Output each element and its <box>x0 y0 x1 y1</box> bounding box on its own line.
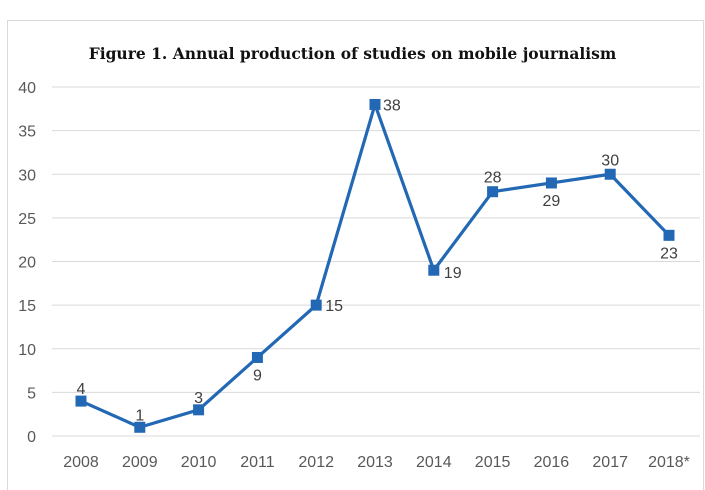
x-tick-label: 2018* <box>648 454 690 471</box>
x-tick-label: 2011 <box>240 454 275 471</box>
data-label: 1 <box>135 407 144 424</box>
data-labels: 4 1 3 9 15 38 19 28 29 30 23 <box>77 97 678 424</box>
x-tick-label: 2008 <box>63 454 99 471</box>
y-tick-label: 25 <box>18 211 36 228</box>
y-tick-label: 0 <box>27 429 36 446</box>
x-tick-label: 2012 <box>298 454 334 471</box>
data-points <box>75 98 675 433</box>
y-tick-label: 20 <box>18 255 36 272</box>
data-label: 4 <box>77 381 86 398</box>
data-point <box>75 395 87 407</box>
data-point <box>428 264 440 276</box>
chart-title: Figure 1. Annual production of studies o… <box>88 44 617 63</box>
data-label: 28 <box>484 170 502 187</box>
data-label: 30 <box>601 152 619 169</box>
data-label: 15 <box>325 298 343 315</box>
data-point <box>310 299 322 311</box>
gridlines <box>52 86 700 437</box>
data-point <box>369 98 381 110</box>
data-point <box>487 186 499 198</box>
series-line <box>80 102 671 429</box>
y-axis-ticks: 0 5 10 15 20 25 30 35 40 <box>18 80 36 446</box>
x-tick-label: 2017 <box>592 454 628 471</box>
data-point <box>251 351 263 363</box>
x-tick-label: 2016 <box>534 454 570 471</box>
data-label: 19 <box>444 265 462 282</box>
series-line-path <box>80 102 671 429</box>
x-tick-label: 2014 <box>416 454 452 471</box>
data-point <box>545 177 557 189</box>
data-point <box>604 168 616 180</box>
y-tick-label: 15 <box>18 298 36 315</box>
data-point <box>193 404 205 416</box>
data-label: 3 <box>194 390 203 407</box>
line-chart: 0 5 10 15 20 25 30 35 40 2008 2009 2010 2011 2012 201… <box>18 80 700 471</box>
y-tick-label: 5 <box>27 385 36 402</box>
y-tick-label: 30 <box>18 167 36 184</box>
data-point <box>134 421 146 433</box>
y-tick-label: 10 <box>18 342 36 359</box>
data-point <box>663 229 675 241</box>
x-tick-label: 2010 <box>181 454 217 471</box>
data-label: 9 <box>253 367 262 384</box>
x-tick-label: 2013 <box>357 454 393 471</box>
data-label: 23 <box>660 245 678 262</box>
chart-frame <box>7 20 704 490</box>
y-tick-label: 40 <box>18 80 36 97</box>
x-axis-ticks: 2008 2009 2010 2011 2012 2013 2014 2015 2016 2017… <box>63 454 690 471</box>
data-label: 38 <box>383 97 401 114</box>
y-tick-label: 35 <box>18 124 36 141</box>
data-label: 29 <box>543 193 561 210</box>
x-tick-label: 2009 <box>122 454 158 471</box>
x-tick-label: 2015 <box>475 454 511 471</box>
